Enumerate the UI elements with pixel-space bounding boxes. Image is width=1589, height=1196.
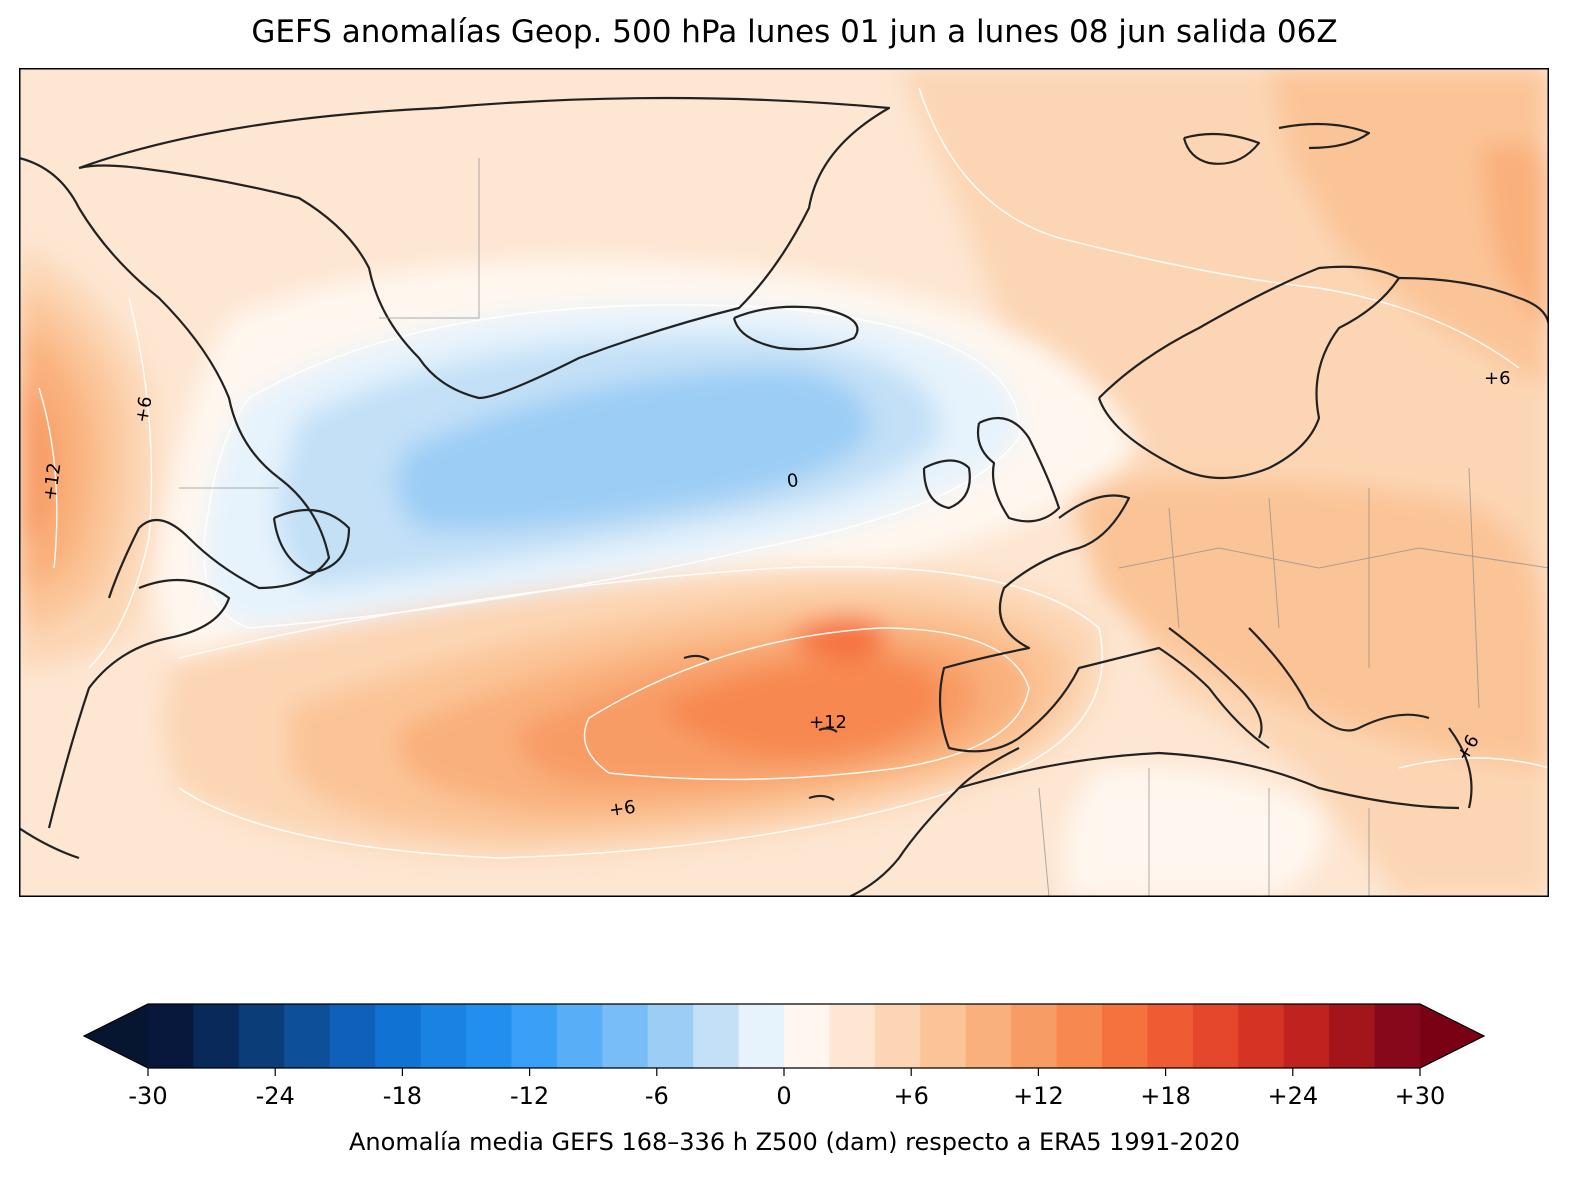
colorbar-segment <box>284 1004 331 1068</box>
contour-label-plus12-canada: +12 <box>39 461 65 502</box>
colorbar-segment <box>1238 1004 1285 1068</box>
colorbar: -30 -24 -18 -12 -6 0 +6 +12 +18 +24 +30 <box>82 1003 1486 1110</box>
colorbar-ticks: -30 -24 -18 -12 -6 0 +6 +12 +18 +24 +30 <box>128 1068 1445 1110</box>
colorbar-segment <box>1102 1004 1149 1068</box>
colorbar-label: Anomalía media GEFS 168–336 h Z500 (dam)… <box>349 1128 1240 1156</box>
colorbar-segment <box>874 1004 921 1068</box>
colorbar-segment <box>466 1004 513 1068</box>
map-title: GEFS anomalías Geop. 500 hPa lunes 01 ju… <box>251 14 1338 50</box>
colorbar-tick-label: +18 <box>1140 1082 1191 1110</box>
coastlines <box>19 96 1549 897</box>
contour-label-plus6-russia: +6 <box>1484 368 1511 389</box>
colorbar-tick-label: +30 <box>1395 1082 1446 1110</box>
colorbar-segment <box>693 1004 740 1068</box>
colorbar-segment <box>148 1004 195 1068</box>
country-borders <box>179 158 1549 897</box>
colorbar-tick-label: -6 <box>645 1082 669 1110</box>
colorbar-segment <box>965 1004 1012 1068</box>
colorbar-segment <box>1147 1004 1194 1068</box>
colorbar-segment <box>1011 1004 1058 1068</box>
contour-label-plus6-canada: +6 <box>131 395 156 425</box>
colorbar-segment <box>511 1004 558 1068</box>
colorbar-segment <box>193 1004 240 1068</box>
colorbar-segment <box>647 1004 694 1068</box>
colorbar-segment <box>784 1004 831 1068</box>
anomaly-map: 0 +12 +6 +6 +12 +6 +6 <box>19 68 1549 897</box>
colorbar-segment <box>1329 1004 1376 1068</box>
colorbar-tick-label: 0 <box>776 1082 791 1110</box>
colorbar-segment <box>920 1004 967 1068</box>
colorbar-tick-label: -12 <box>510 1082 549 1110</box>
colorbar-over-arrow <box>1420 1004 1484 1068</box>
colorbar-segment <box>1056 1004 1103 1068</box>
colorbar-segment <box>602 1004 649 1068</box>
map-panel: 0 +12 +6 +6 +12 +6 +6 <box>19 68 1549 897</box>
colorbar-segment <box>738 1004 785 1068</box>
colorbar-under-arrow <box>84 1004 148 1068</box>
colorbar-segment <box>1374 1004 1421 1068</box>
colorbar-tick-label: +12 <box>1013 1082 1064 1110</box>
colorbar-segment <box>1283 1004 1330 1068</box>
colorbar-tick-label: +24 <box>1267 1082 1318 1110</box>
map-frame <box>19 68 1549 897</box>
colorbar-segments <box>148 1004 1421 1068</box>
colorbar-tick-label: +6 <box>894 1082 929 1110</box>
colorbar-segment <box>1192 1004 1239 1068</box>
colorbar-segment <box>329 1004 376 1068</box>
anomaly-fill-layer <box>19 68 1549 897</box>
contour-label-plus6-atlantic: +6 <box>608 797 637 821</box>
contour-label-plus12-atlantic: +12 <box>809 712 847 733</box>
colorbar-segment <box>375 1004 422 1068</box>
colorbar-segment <box>420 1004 467 1068</box>
colorbar-tick-label: -24 <box>256 1082 295 1110</box>
contour-label-zero: 0 <box>786 470 800 492</box>
colorbar-tick-label: -18 <box>383 1082 422 1110</box>
colorbar-segment <box>238 1004 285 1068</box>
colorbar-segment <box>556 1004 603 1068</box>
colorbar-segment <box>829 1004 876 1068</box>
contour-lines <box>38 87 1549 859</box>
colorbar-tick-label: -30 <box>128 1082 167 1110</box>
